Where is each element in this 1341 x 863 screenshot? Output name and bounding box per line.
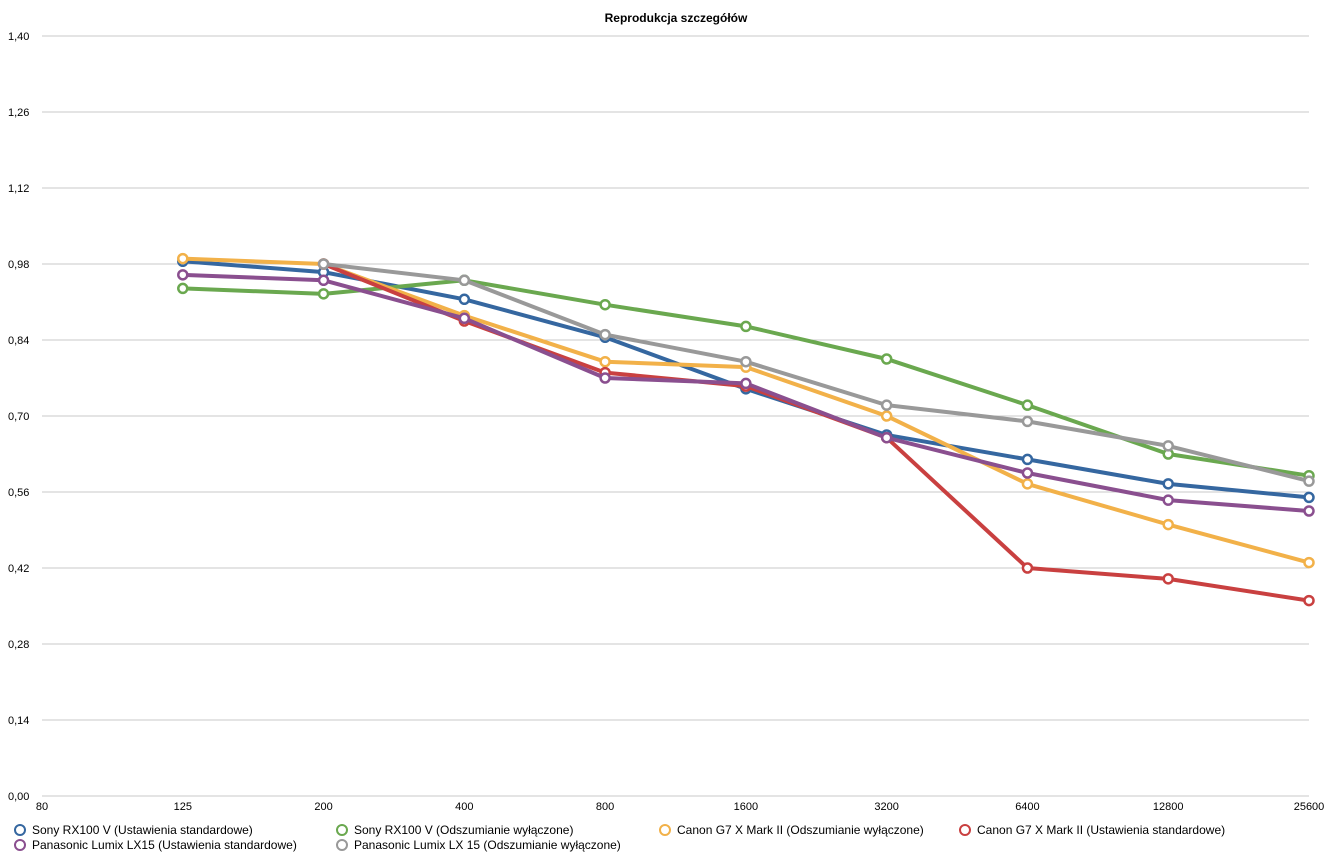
data-point bbox=[317, 274, 330, 287]
data-point bbox=[880, 399, 893, 411]
data-point bbox=[458, 274, 471, 287]
data-point bbox=[458, 312, 471, 325]
series-5 bbox=[177, 269, 1315, 517]
data-point bbox=[599, 328, 611, 341]
series-4 bbox=[317, 258, 1315, 607]
data-point bbox=[1021, 453, 1034, 466]
data-point bbox=[177, 269, 189, 281]
y-tick-label: 0,98 bbox=[8, 259, 29, 271]
legend-marker bbox=[959, 824, 971, 836]
data-point bbox=[880, 353, 893, 365]
data-point bbox=[599, 355, 611, 368]
data-point bbox=[880, 431, 893, 444]
legend-marker bbox=[14, 824, 26, 836]
legend-item: Canon G7 X Mark II (Ustawienia standardo… bbox=[959, 823, 1225, 837]
y-tick-label: 0,56 bbox=[8, 487, 29, 499]
y-tick-label: 1,40 bbox=[8, 31, 29, 43]
legend-label: Panasonic Lumix LX15 (Ustawienia standar… bbox=[32, 838, 297, 852]
y-tick-label: 0,42 bbox=[8, 563, 29, 575]
legend-item: Sony RX100 V (Ustawienia standardowe) bbox=[14, 823, 253, 837]
legend-label: Sony RX100 V (Ustawienia standardowe) bbox=[32, 823, 253, 837]
x-tick-label: 1600 bbox=[734, 801, 758, 813]
data-point bbox=[740, 355, 752, 368]
data-point bbox=[599, 298, 611, 311]
legend-item: Canon G7 X Mark II (Odszumianie wyłączon… bbox=[659, 823, 924, 837]
legend-label: Panasonic Lumix LX 15 (Odszumianie wyłąc… bbox=[354, 838, 621, 852]
data-point bbox=[1162, 494, 1174, 506]
x-tick-label: 125 bbox=[174, 801, 192, 813]
legend-item: Panasonic Lumix LX 15 (Odszumianie wyłąc… bbox=[336, 838, 621, 852]
series-3 bbox=[177, 252, 1315, 569]
data-point bbox=[1021, 467, 1034, 479]
legend-marker bbox=[659, 824, 671, 836]
line-chart: Reprodukcja szczegółów 0,000,140,280,420… bbox=[8, 11, 1324, 813]
data-point bbox=[1162, 440, 1174, 452]
data-point bbox=[599, 372, 611, 384]
data-point bbox=[740, 377, 752, 390]
data-point bbox=[317, 288, 330, 300]
data-point bbox=[1303, 475, 1315, 487]
y-tick-label: 0,84 bbox=[8, 335, 29, 347]
series-line bbox=[321, 262, 1311, 484]
x-tick-label: 3200 bbox=[874, 801, 898, 813]
legend-item: Panasonic Lumix LX15 (Ustawienia standar… bbox=[14, 838, 297, 852]
legend-marker bbox=[336, 824, 348, 836]
x-axis-ticks: 80 125 200 400 800 1600 3200 6400 12800 25600 bbox=[36, 801, 1324, 813]
x-tick-label: 12800 bbox=[1153, 801, 1184, 813]
legend-marker bbox=[14, 839, 26, 851]
y-tick-label: 0,00 bbox=[8, 791, 29, 803]
y-tick-label: 1,26 bbox=[8, 107, 29, 119]
series-6 bbox=[317, 258, 1315, 487]
data-point bbox=[1162, 518, 1174, 531]
y-tick-label: 0,14 bbox=[8, 715, 29, 727]
y-tick-label: 0,28 bbox=[8, 639, 29, 651]
x-tick-label: 200 bbox=[314, 801, 332, 813]
data-point bbox=[880, 410, 893, 422]
legend-label: Canon G7 X Mark II (Odszumianie wyłączon… bbox=[677, 823, 924, 837]
y-tick-label: 0,70 bbox=[8, 411, 29, 423]
data-point bbox=[1303, 491, 1315, 504]
legend-item: Sony RX100 V (Odszumianie wyłączone) bbox=[336, 823, 573, 837]
data-point bbox=[317, 258, 330, 270]
data-point bbox=[458, 293, 471, 306]
y-tick-label: 1,12 bbox=[8, 183, 29, 195]
data-point bbox=[1162, 478, 1174, 490]
data-point bbox=[1021, 478, 1034, 490]
data-point bbox=[177, 282, 189, 295]
data-point bbox=[1303, 556, 1315, 569]
data-point bbox=[1021, 399, 1034, 411]
x-tick-label: 800 bbox=[596, 801, 614, 813]
data-point bbox=[740, 320, 752, 333]
series-layer bbox=[177, 252, 1315, 607]
x-tick-label: 80 bbox=[36, 801, 48, 813]
data-point bbox=[1303, 505, 1315, 517]
x-tick-label: 6400 bbox=[1015, 801, 1039, 813]
data-point bbox=[1162, 573, 1174, 585]
legend-marker bbox=[336, 839, 348, 851]
legend-label: Canon G7 X Mark II (Ustawienia standardo… bbox=[977, 823, 1226, 837]
data-point bbox=[1021, 562, 1034, 574]
y-axis-ticks: 0,00 0,14 0,28 0,42 0,56 0,70 0,84 0,98 1,12 1,26… bbox=[8, 31, 29, 803]
x-tick-label: 400 bbox=[455, 801, 473, 813]
data-point bbox=[1021, 415, 1034, 428]
legend-label: Sony RX100 V (Odszumianie wyłączone) bbox=[354, 823, 574, 837]
x-tick-label: 25600 bbox=[1294, 801, 1325, 813]
series-line bbox=[321, 262, 1311, 603]
grid-layer bbox=[42, 35, 1309, 797]
chart-title: Reprodukcja szczegółów bbox=[605, 11, 748, 25]
data-point bbox=[177, 252, 189, 265]
data-point bbox=[1303, 594, 1315, 607]
series-line bbox=[180, 256, 1311, 565]
